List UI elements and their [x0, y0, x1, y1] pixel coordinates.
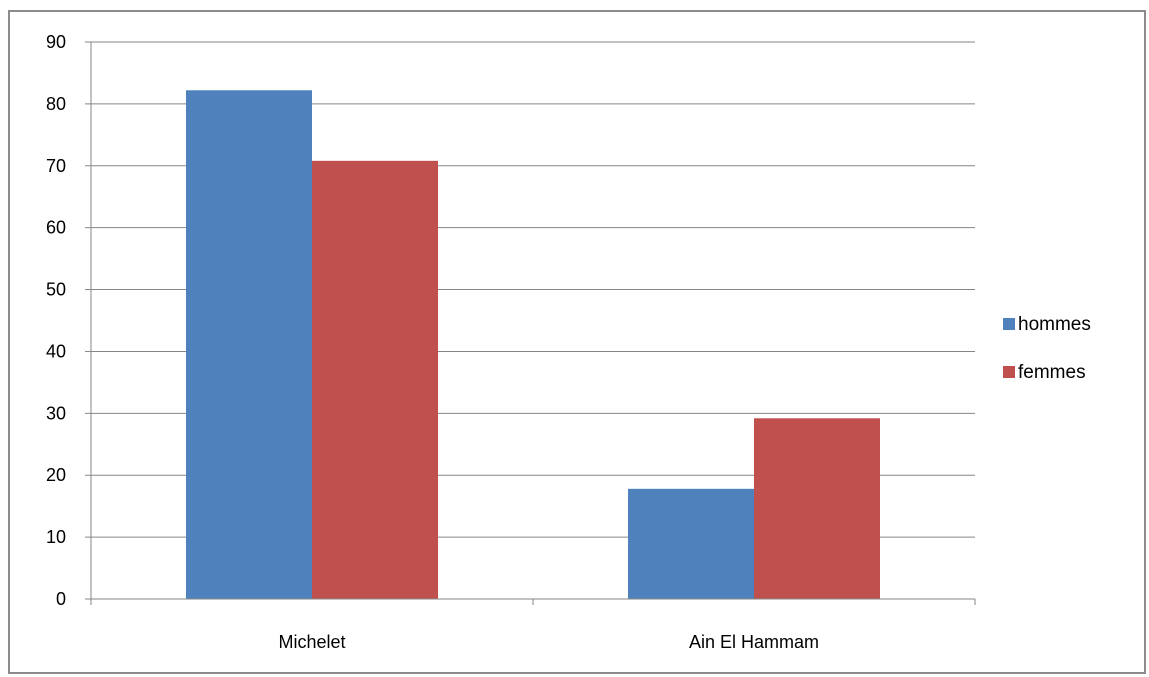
bar-hommes-0 [186, 90, 312, 600]
legend-label-femmes: femmes [1018, 362, 1086, 383]
y-tick-label: 80 [46, 94, 66, 114]
y-tick-label: 70 [46, 156, 66, 176]
bar-hommes-1 [628, 488, 754, 599]
legend-label-hommes: hommes [1018, 314, 1091, 335]
y-tick-label: 0 [56, 589, 66, 609]
legend: hommes femmes [1003, 314, 1091, 383]
legend-swatch-femmes [1003, 366, 1015, 378]
y-tick-label: 10 [46, 527, 66, 547]
y-tick-label: 40 [46, 341, 66, 361]
y-tick-label: 90 [46, 32, 66, 52]
bar-femmes-0 [312, 160, 438, 599]
x-category-label: Michelet [278, 632, 345, 652]
axes [85, 41, 976, 605]
x-category-label: Ain El Hammam [689, 632, 819, 652]
bars [186, 90, 880, 600]
y-tick-label: 60 [46, 218, 66, 238]
y-axis-tick-labels: 0 10 20 30 40 50 60 70 80 90 [46, 32, 66, 609]
y-tick-label: 30 [46, 403, 66, 423]
x-axis-category-labels: Michelet Ain El Hammam [278, 632, 819, 652]
y-tick-label: 20 [46, 465, 66, 485]
legend-swatch-hommes [1003, 318, 1015, 330]
bar-femmes-1 [754, 418, 880, 599]
y-tick-label: 50 [46, 280, 66, 300]
